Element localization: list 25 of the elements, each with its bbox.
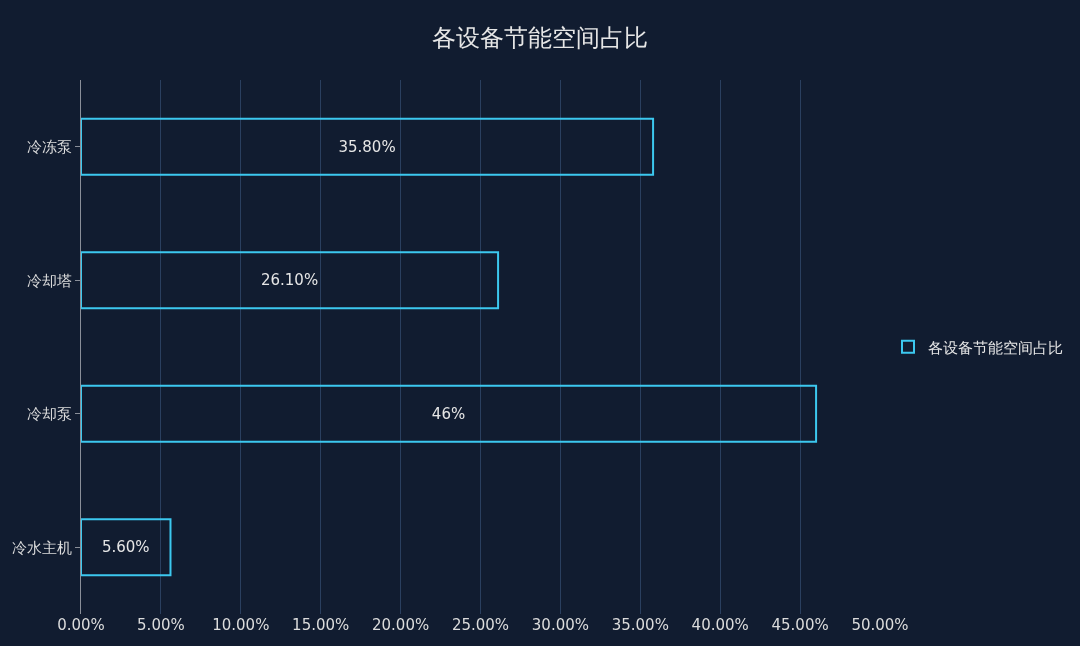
y-tick-label: 冷水主机 bbox=[12, 538, 72, 557]
x-tick-label: 40.00% bbox=[691, 616, 749, 634]
y-tick-label: 冷却塔 bbox=[27, 271, 72, 290]
legend-label: 各设备节能空间占比 bbox=[927, 338, 1063, 357]
x-tick-label: 35.00% bbox=[611, 616, 669, 634]
bar bbox=[81, 384, 818, 443]
data-label: 46% bbox=[431, 404, 466, 423]
x-tick-label: 20.00% bbox=[372, 616, 430, 634]
bar bbox=[81, 518, 172, 577]
x-tick-label: 5.00% bbox=[137, 616, 185, 634]
y-tick-label: 冷冻泵 bbox=[27, 138, 72, 156]
x-tick-label: 25.00% bbox=[451, 616, 510, 634]
x-tick-label: 50.00% bbox=[851, 616, 909, 634]
x-tick-label: 0.00% bbox=[57, 616, 105, 634]
bar bbox=[81, 251, 500, 310]
x-tick-label: 10.00% bbox=[212, 616, 270, 634]
data-label: 26.10% bbox=[260, 271, 319, 290]
data-label: 35.80% bbox=[338, 137, 396, 156]
bar bbox=[81, 117, 655, 176]
data-label: 5.60% bbox=[101, 538, 150, 557]
x-tick-label: 45.00% bbox=[771, 616, 829, 634]
y-tick-label: 冷却泵 bbox=[27, 405, 72, 423]
x-tick-label: 30.00% bbox=[531, 616, 589, 634]
x-tick-label: 15.00% bbox=[292, 616, 350, 634]
chart-title: 各设备节能空间占比 bbox=[432, 23, 648, 52]
